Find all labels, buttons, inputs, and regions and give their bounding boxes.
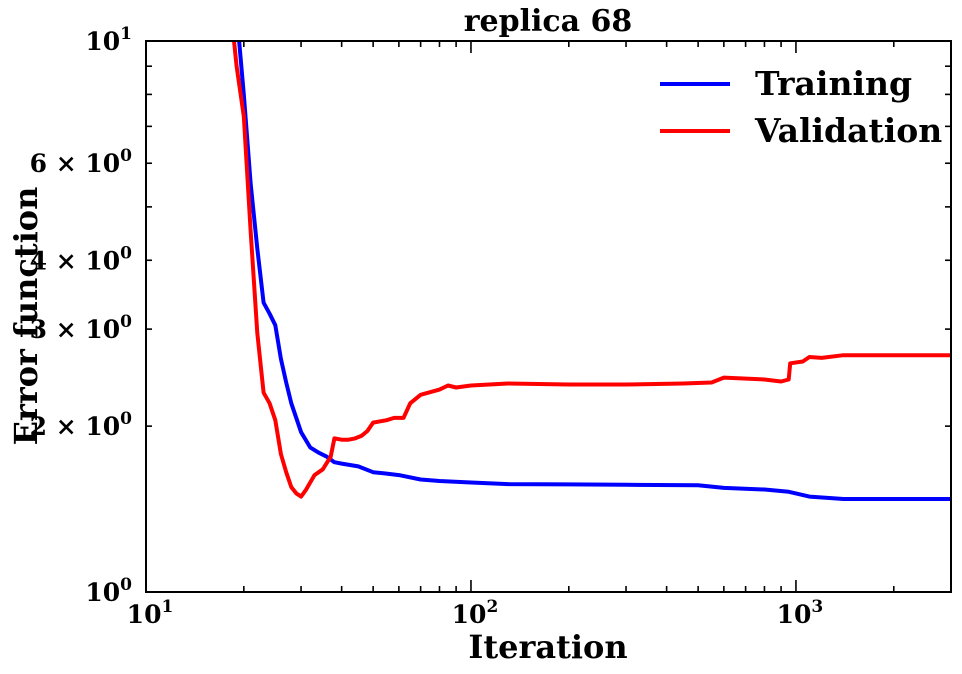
legend: Training Validation [660, 64, 942, 150]
plot-frame [145, 40, 952, 593]
y-tick-label: 101 [85, 24, 132, 56]
y-tick-label: 2 × 100 [30, 409, 133, 441]
x-tick-label: 101 [127, 597, 174, 629]
legend-label-validation: Validation [754, 111, 942, 150]
y-tick-label: 3 × 100 [30, 312, 133, 344]
x-tick-label: 103 [777, 597, 824, 629]
y-tick-label: 4 × 100 [30, 243, 133, 275]
chart-title: replica 68 [464, 4, 633, 39]
y-tick-label: 6 × 100 [30, 146, 133, 178]
series-line-validation [231, 41, 951, 499]
x-tick-label: 102 [452, 597, 499, 629]
series-line-training [237, 41, 951, 501]
y-tick-label: 100 [85, 575, 132, 607]
series-layer [231, 41, 951, 501]
legend-label-training: Training [755, 64, 912, 103]
x-axis-label: Iteration [468, 628, 627, 666]
y-axis-label: Error function [7, 187, 45, 446]
